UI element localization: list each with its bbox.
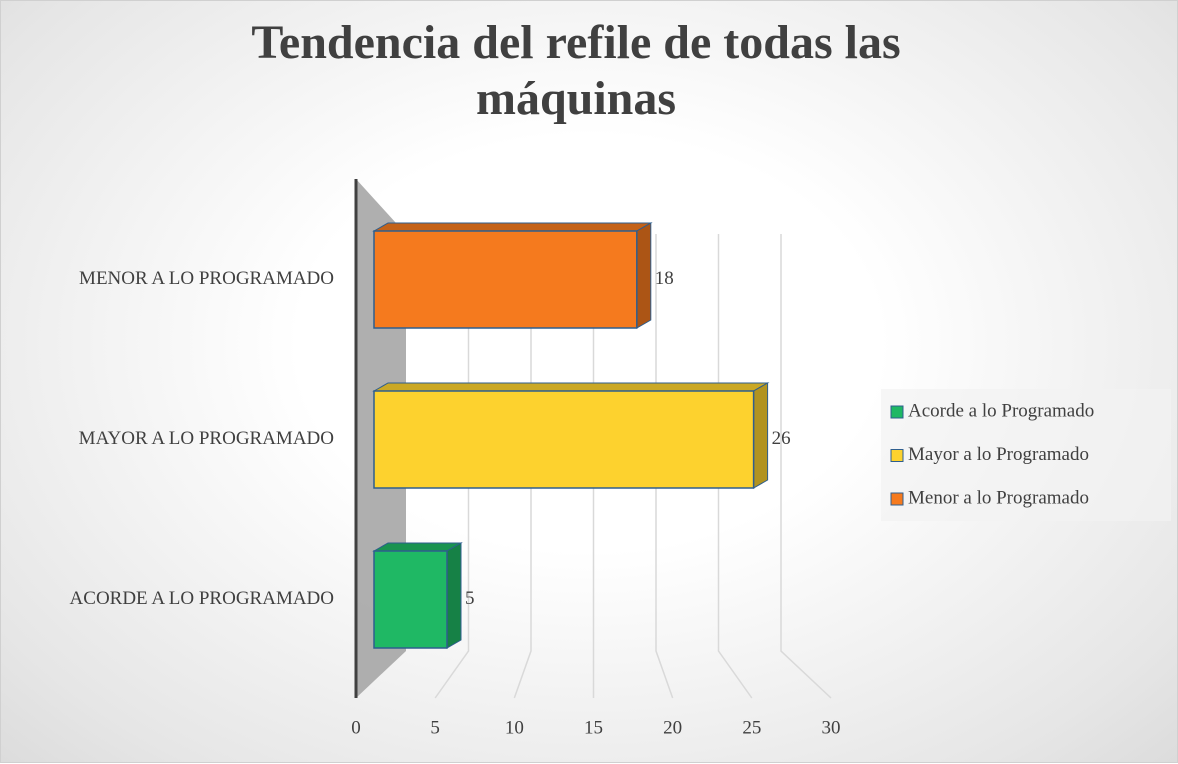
bar-side: [636, 222, 652, 329]
x-tick-label: 0: [351, 717, 361, 738]
data-label: 18: [655, 268, 674, 289]
bar-top: [372, 542, 463, 552]
legend-box: [881, 389, 1171, 521]
bar-top: [372, 382, 770, 392]
legend-swatch: [890, 449, 904, 462]
y-tick-label: MAYOR A LO PROGRAMADO: [79, 428, 334, 449]
x-tick-label: 10: [505, 717, 524, 738]
y-tick-label: MENOR A LO PROGRAMADO: [79, 268, 334, 289]
grid-line: [513, 234, 532, 699]
bar: [373, 390, 755, 489]
grid-line: [717, 234, 753, 699]
x-tick-label: 5: [430, 717, 440, 738]
grid-line: [434, 234, 470, 699]
x-tick-label: 25: [742, 717, 761, 738]
legend-label: Menor a lo Programado: [908, 487, 1089, 508]
bar: [373, 550, 448, 649]
x-tick-label: 30: [822, 717, 841, 738]
legend-swatch: [890, 492, 904, 506]
data-label: 5: [465, 588, 475, 609]
legend-label: Acorde a lo Programado: [908, 400, 1094, 421]
data-label: 26: [772, 428, 791, 449]
grid-line: [655, 234, 674, 699]
x-tick-label: 20: [663, 717, 682, 738]
y-tick-label: ACORDE A LO PROGRAMADO: [70, 588, 334, 609]
chart-title: Tendencia del refile de todas las máquin…: [251, 16, 901, 125]
legend-label: Mayor a lo Programado: [908, 444, 1089, 465]
grid-line: [780, 234, 832, 699]
bar: [373, 230, 638, 329]
x-tick-label: 15: [584, 717, 603, 738]
legend-swatch: [890, 405, 904, 419]
bar-side: [446, 542, 462, 649]
bar-side: [753, 382, 769, 489]
bar-top: [372, 222, 653, 232]
